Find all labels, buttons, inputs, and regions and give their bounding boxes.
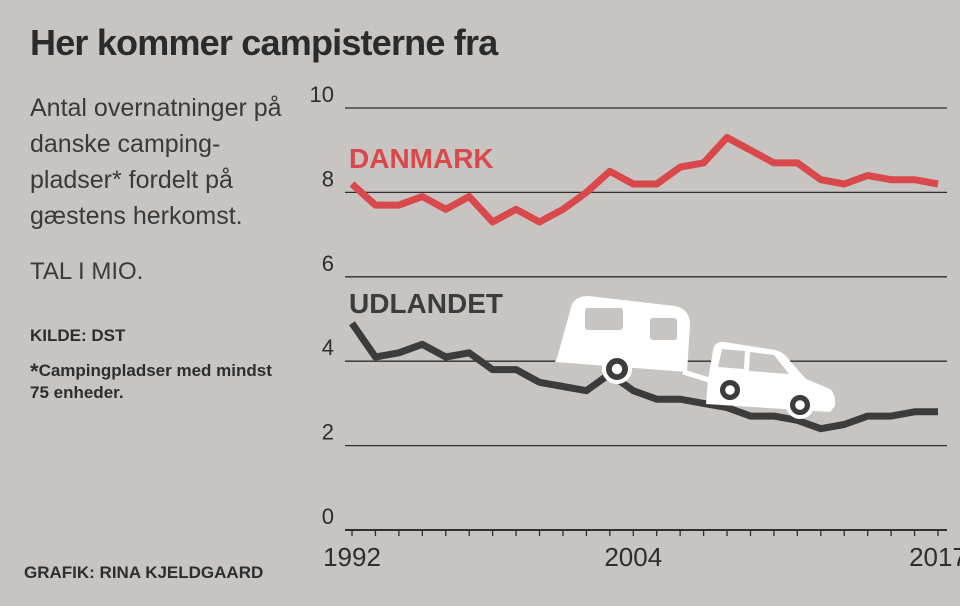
grid-layer: 0 2 4 6 8 10 1992 2004 2017	[310, 82, 960, 572]
car-window-rear	[718, 349, 745, 369]
x-tick-label-2017: 2017	[909, 542, 960, 572]
y-tick-label-4: 4	[322, 335, 334, 360]
y-tick-label-2: 2	[322, 420, 334, 445]
wheel-hub-3	[795, 400, 805, 410]
caravan-window-left	[585, 308, 623, 330]
y-tick-label-0: 0	[322, 504, 334, 529]
x-tick-label-1992: 1992	[323, 542, 381, 572]
footnote-mark: *	[30, 359, 39, 384]
car-with-caravan-icon	[555, 296, 836, 419]
car-window-front	[749, 352, 789, 374]
source-label: KILDE: DST	[30, 326, 126, 345]
wheel-hub-2	[725, 385, 735, 395]
unit-label: TAL I MIO.	[30, 258, 144, 285]
y-tick-label-6: 6	[322, 251, 334, 276]
caravan-window-right	[650, 318, 677, 340]
series-line-udlandet	[349, 321, 938, 433]
chart-title: Her kommer campisterne fra	[30, 22, 498, 63]
credit-label: GRAFIK: RINA KJELDGAARD	[24, 563, 264, 582]
series-label-udlandet: UDLANDET	[349, 288, 503, 319]
series-layer	[349, 134, 939, 433]
series-line-danmark	[349, 134, 939, 226]
footnote-text: Campingpladser med mindst 75 enheder.	[30, 361, 272, 402]
label-layer: DANMARK UDLANDET	[349, 143, 503, 319]
series-label-danmark: DANMARK	[349, 143, 494, 174]
chart-subtitle: Antal overnatninger på danske camping-pl…	[30, 94, 282, 230]
y-tick-label-8: 8	[322, 166, 334, 191]
wheel-hub-1	[611, 363, 623, 375]
x-tick-label-2004: 2004	[604, 542, 662, 572]
footnote: *Campingpladser med mindst 75 enheder.	[30, 360, 290, 403]
y-tick-label-10: 10	[310, 82, 334, 107]
